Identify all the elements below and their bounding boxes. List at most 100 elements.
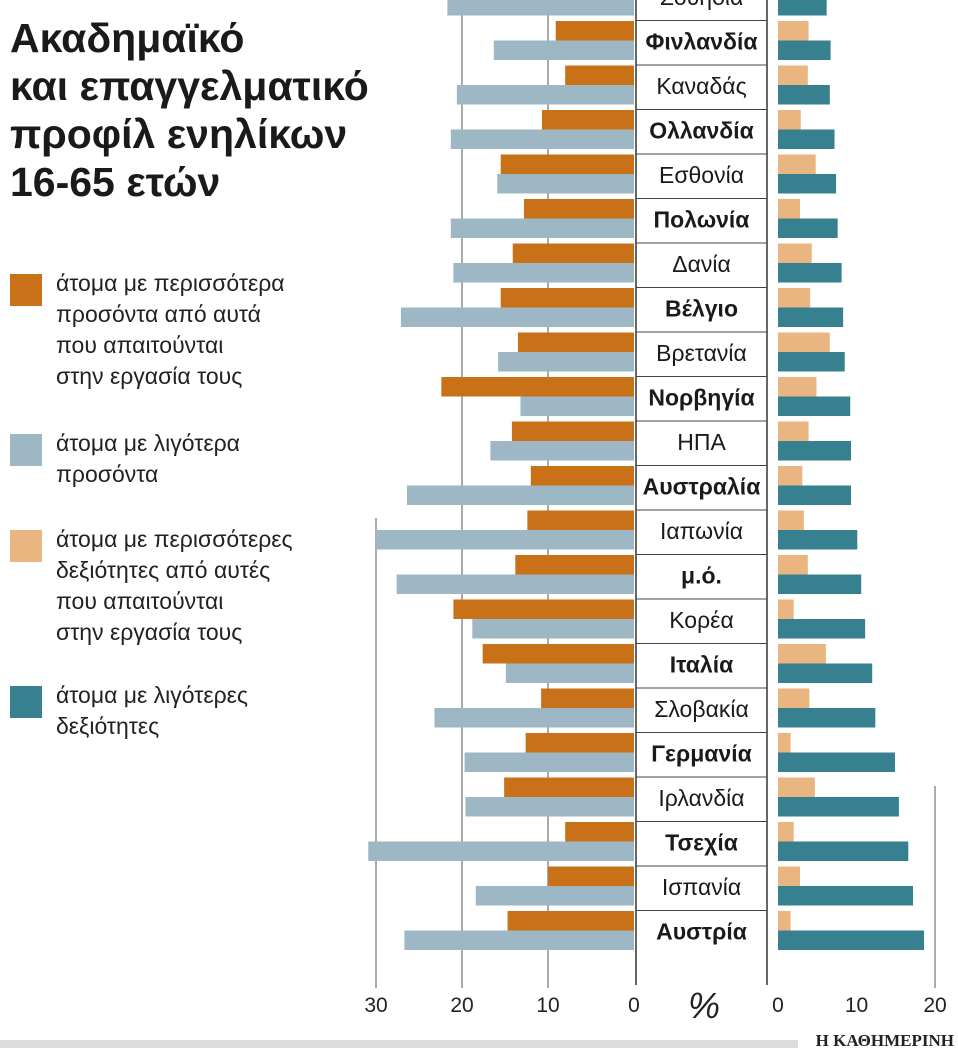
bar-over-skilled [778, 154, 816, 174]
bar-under-skilled [778, 886, 914, 906]
bar-over-skilled [778, 555, 808, 575]
bar-under-qualified [434, 708, 634, 728]
category-label: Ιαπωνία [660, 518, 743, 544]
bar-over-qualified [517, 332, 634, 352]
legend-swatch-under-skilled [10, 686, 42, 718]
bar-over-skilled [778, 599, 794, 619]
category-label: Ιταλία [670, 652, 733, 678]
bar-under-qualified [464, 752, 634, 772]
category-label: Εσθονία [659, 162, 744, 188]
category-label: ΗΠΑ [677, 429, 726, 455]
bar-over-qualified [530, 466, 634, 486]
bar-over-qualified [441, 377, 634, 397]
chart-title: Ακαδημαϊκό και επαγγελματικό προφίλ ενηλ… [10, 14, 430, 206]
title-line-2: και επαγγελματικό [10, 63, 369, 109]
bar-over-qualified [512, 243, 634, 263]
bar-over-qualified [565, 65, 634, 85]
bar-over-skilled [778, 288, 811, 308]
bar-over-qualified [525, 733, 634, 753]
bar-over-qualified [548, 866, 634, 886]
bar-over-qualified [527, 510, 634, 530]
bar-under-skilled [778, 841, 909, 861]
category-label: Σλοβακία [654, 696, 749, 722]
bar-under-skilled [778, 129, 835, 149]
bar-over-skilled [778, 911, 791, 931]
bar-under-qualified [505, 663, 634, 683]
category-label: Ιρλανδία [658, 785, 744, 811]
bar-under-qualified [450, 218, 634, 238]
bar-over-qualified [482, 644, 634, 664]
bar-over-skilled [778, 644, 826, 664]
bar-over-qualified [511, 421, 634, 441]
bar-under-qualified [400, 307, 634, 327]
right-axis-tick-label: 0 [772, 994, 784, 1017]
left-axis-tick-label: 0 [628, 994, 640, 1017]
bar-under-skilled [778, 930, 925, 950]
category-label: Νορβηγία [648, 385, 754, 411]
bar-under-qualified [472, 619, 634, 639]
legend-swatch-under-qualified [10, 434, 42, 466]
bar-under-qualified [456, 85, 634, 105]
legend-label-over-qualified: άτομα με περισσότερα προσόντα από αυτά π… [56, 270, 285, 389]
footer-bar [0, 1040, 798, 1048]
bar-under-skilled [778, 530, 858, 550]
legend-label-under-qualified: άτομα με λιγότερα προσόντα [56, 430, 240, 487]
category-label: Δανία [672, 251, 731, 277]
category-label: Αυστραλία [643, 474, 761, 500]
bar-over-skilled [778, 510, 804, 530]
bar-under-skilled [778, 174, 837, 194]
bar-over-skilled [778, 866, 800, 886]
bar-under-skilled [778, 85, 830, 105]
bar-under-skilled [778, 619, 866, 639]
legend-swatch-over-qualified [10, 274, 42, 306]
bar-under-qualified [447, 0, 634, 16]
bar-under-qualified [368, 841, 634, 861]
right-axis-tick-label: 20 [923, 994, 946, 1017]
bar-over-skilled [778, 110, 801, 130]
bar-under-qualified [475, 886, 634, 906]
bar-under-qualified [404, 930, 634, 950]
bar-under-qualified [520, 396, 634, 416]
category-label: Σουηδία [660, 0, 744, 10]
legend-swatch-over-skilled [10, 530, 42, 562]
category-label: Ολλανδία [649, 118, 754, 144]
right-axis-tick-label: 10 [845, 994, 868, 1017]
bar-under-qualified [406, 485, 634, 505]
bar-under-qualified [490, 441, 634, 461]
bar-over-qualified [507, 911, 634, 931]
bar-over-qualified [515, 555, 634, 575]
bar-over-qualified [555, 21, 634, 41]
bar-under-qualified [396, 574, 634, 594]
category-label: Ισπανία [662, 874, 741, 900]
left-axis-tick-label: 20 [450, 994, 473, 1017]
bar-over-skilled [778, 65, 808, 85]
bar-under-skilled [778, 797, 899, 817]
bar-under-skilled [778, 40, 831, 60]
bar-over-skilled [778, 421, 809, 441]
category-label: Πολωνία [654, 207, 750, 233]
category-label: Αυστρία [656, 919, 747, 945]
bar-over-skilled [778, 243, 812, 263]
category-label: Κορέα [669, 607, 734, 633]
bar-over-qualified [541, 688, 634, 708]
bar-under-skilled [778, 441, 852, 461]
left-axis-tick-label: 10 [536, 994, 559, 1017]
bar-under-skilled [778, 352, 845, 372]
bar-under-skilled [778, 218, 838, 238]
axis-unit-label: % [688, 985, 720, 1026]
bar-over-qualified [504, 777, 634, 797]
bar-under-qualified [465, 797, 634, 817]
bar-under-skilled [778, 485, 852, 505]
bar-under-qualified [376, 530, 634, 550]
bar-over-skilled [778, 332, 830, 352]
bar-over-skilled [778, 733, 791, 753]
bar-under-qualified [493, 40, 634, 60]
category-label: Τσεχία [665, 830, 738, 856]
left-axis-tick-label: 30 [364, 994, 387, 1017]
bar-over-qualified [500, 288, 634, 308]
bar-under-qualified [498, 352, 634, 372]
bar-over-skilled [778, 199, 800, 219]
bar-under-skilled [778, 396, 851, 416]
category-label: μ.ό. [681, 563, 722, 589]
